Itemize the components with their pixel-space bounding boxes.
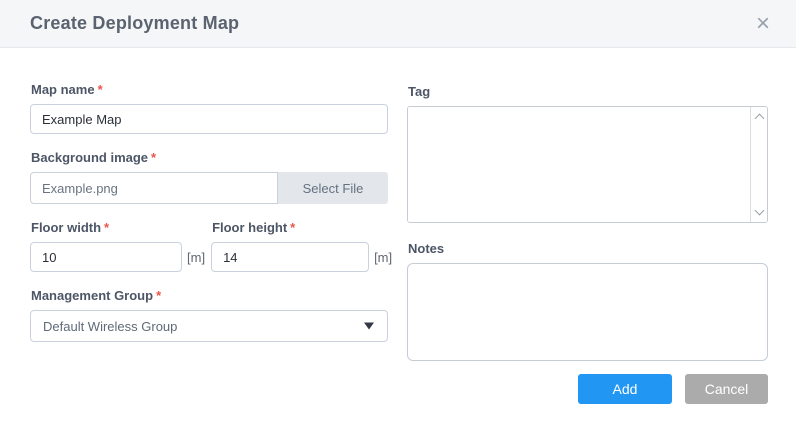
- background-image-label: Background image *: [31, 150, 388, 165]
- dialog-footer: Add Cancel: [578, 374, 768, 404]
- floor-height-label: Floor height *: [212, 220, 398, 235]
- tag-textarea[interactable]: [408, 107, 749, 222]
- dialog-title: Create Deployment Map: [30, 13, 240, 33]
- management-group-select[interactable]: Default Wireless Group: [30, 310, 388, 342]
- map-name-input[interactable]: [30, 104, 388, 134]
- floor-width-group: Floor width* [m]: [30, 220, 211, 272]
- required-asterisk: *: [104, 220, 110, 235]
- dialog-header: Create Deployment Map ×: [0, 0, 796, 48]
- add-button[interactable]: Add: [578, 374, 672, 404]
- floor-width-input-row: [m]: [30, 242, 211, 272]
- tag-scrollbar[interactable]: [750, 107, 767, 222]
- select-file-button[interactable]: Select File: [278, 172, 388, 204]
- floor-width-label-text: Floor width: [31, 220, 102, 235]
- scroll-up-icon[interactable]: [754, 113, 764, 124]
- required-asterisk: *: [151, 150, 157, 165]
- management-group-selected-value: Default Wireless Group: [43, 318, 178, 334]
- floor-width-unit: [m]: [187, 249, 206, 265]
- form-left-column: Map name* Background image* Select File …: [30, 48, 392, 361]
- notes-label-text: Notes: [408, 241, 445, 256]
- cancel-button[interactable]: Cancel: [685, 374, 768, 404]
- floor-height-input[interactable]: [211, 242, 370, 272]
- map-name-label: Map name *: [31, 82, 388, 97]
- tag-label-text: Tag: [408, 84, 431, 99]
- background-image-input[interactable]: [30, 172, 278, 204]
- close-icon[interactable]: ×: [755, 9, 770, 37]
- background-image-row: Select File: [30, 172, 388, 204]
- floor-height-label-text: Floor height: [212, 220, 288, 235]
- map-name-label-text: Map name: [31, 82, 95, 97]
- dialog-body: Map name* Background image* Select File …: [0, 48, 796, 361]
- floor-width-label: Floor width *: [31, 220, 211, 235]
- form-right-column: Tag Notes: [407, 48, 768, 361]
- dropdown-arrow-icon: [364, 322, 374, 330]
- floor-height-group: Floor height* [m]: [211, 220, 398, 272]
- required-asterisk: *: [97, 82, 103, 97]
- management-group-label-text: Management Group: [31, 288, 154, 303]
- background-image-label-text: Background image: [31, 150, 149, 165]
- tag-textarea-container: [407, 106, 768, 223]
- notes-label: Notes: [408, 241, 768, 256]
- tag-label: Tag: [408, 84, 768, 99]
- required-asterisk: *: [290, 220, 296, 235]
- floor-dimensions-row: Floor width* [m] Floor height* [m]: [30, 220, 392, 272]
- floor-width-input[interactable]: [30, 242, 182, 272]
- scroll-down-icon[interactable]: [754, 205, 764, 216]
- management-group-label: Management Group *: [31, 288, 388, 303]
- notes-textarea[interactable]: [407, 263, 768, 361]
- floor-height-input-row: [m]: [211, 242, 398, 272]
- required-asterisk: *: [156, 288, 162, 303]
- floor-height-unit: [m]: [374, 249, 393, 265]
